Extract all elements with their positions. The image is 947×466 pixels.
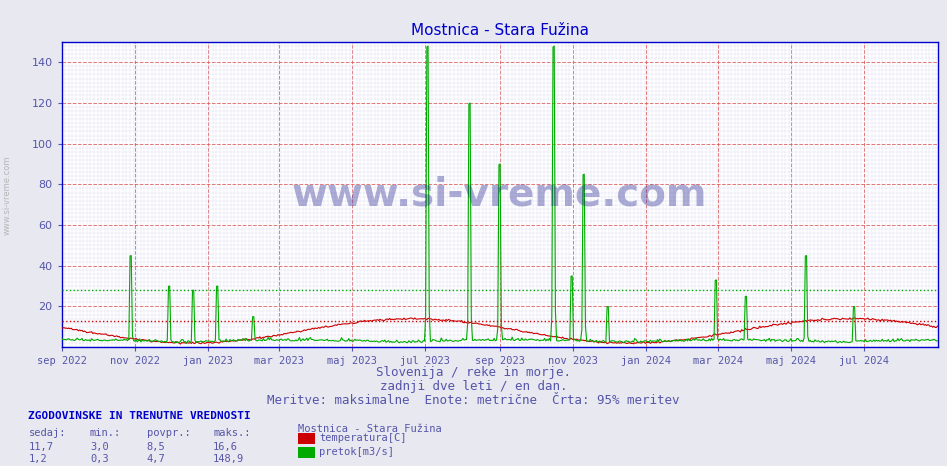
Text: 16,6: 16,6 bbox=[213, 442, 238, 452]
Text: 8,5: 8,5 bbox=[147, 442, 166, 452]
Text: 0,3: 0,3 bbox=[90, 454, 109, 464]
Text: www.si-vreme.com: www.si-vreme.com bbox=[3, 156, 12, 235]
Text: 148,9: 148,9 bbox=[213, 454, 244, 464]
Text: Mostnica - Stara Fužina: Mostnica - Stara Fužina bbox=[298, 424, 442, 434]
Text: 11,7: 11,7 bbox=[28, 442, 53, 452]
Text: pretok[m3/s]: pretok[m3/s] bbox=[319, 447, 394, 457]
Text: 1,2: 1,2 bbox=[28, 454, 47, 464]
Text: 4,7: 4,7 bbox=[147, 454, 166, 464]
Text: min.:: min.: bbox=[90, 428, 121, 438]
Text: ZGODOVINSKE IN TRENUTNE VREDNOSTI: ZGODOVINSKE IN TRENUTNE VREDNOSTI bbox=[28, 411, 251, 421]
Text: maks.:: maks.: bbox=[213, 428, 251, 438]
Text: Slovenija / reke in morje.: Slovenija / reke in morje. bbox=[376, 366, 571, 379]
Text: sedaj:: sedaj: bbox=[28, 428, 66, 438]
Text: 3,0: 3,0 bbox=[90, 442, 109, 452]
Text: www.si-vreme.com: www.si-vreme.com bbox=[292, 176, 707, 213]
Text: Meritve: maksimalne  Enote: metrične  Črta: 95% meritev: Meritve: maksimalne Enote: metrične Črta… bbox=[267, 394, 680, 407]
Text: zadnji dve leti / en dan.: zadnji dve leti / en dan. bbox=[380, 380, 567, 393]
Text: temperatura[C]: temperatura[C] bbox=[319, 433, 406, 443]
Title: Mostnica - Stara Fužina: Mostnica - Stara Fužina bbox=[411, 23, 588, 38]
Text: povpr.:: povpr.: bbox=[147, 428, 190, 438]
